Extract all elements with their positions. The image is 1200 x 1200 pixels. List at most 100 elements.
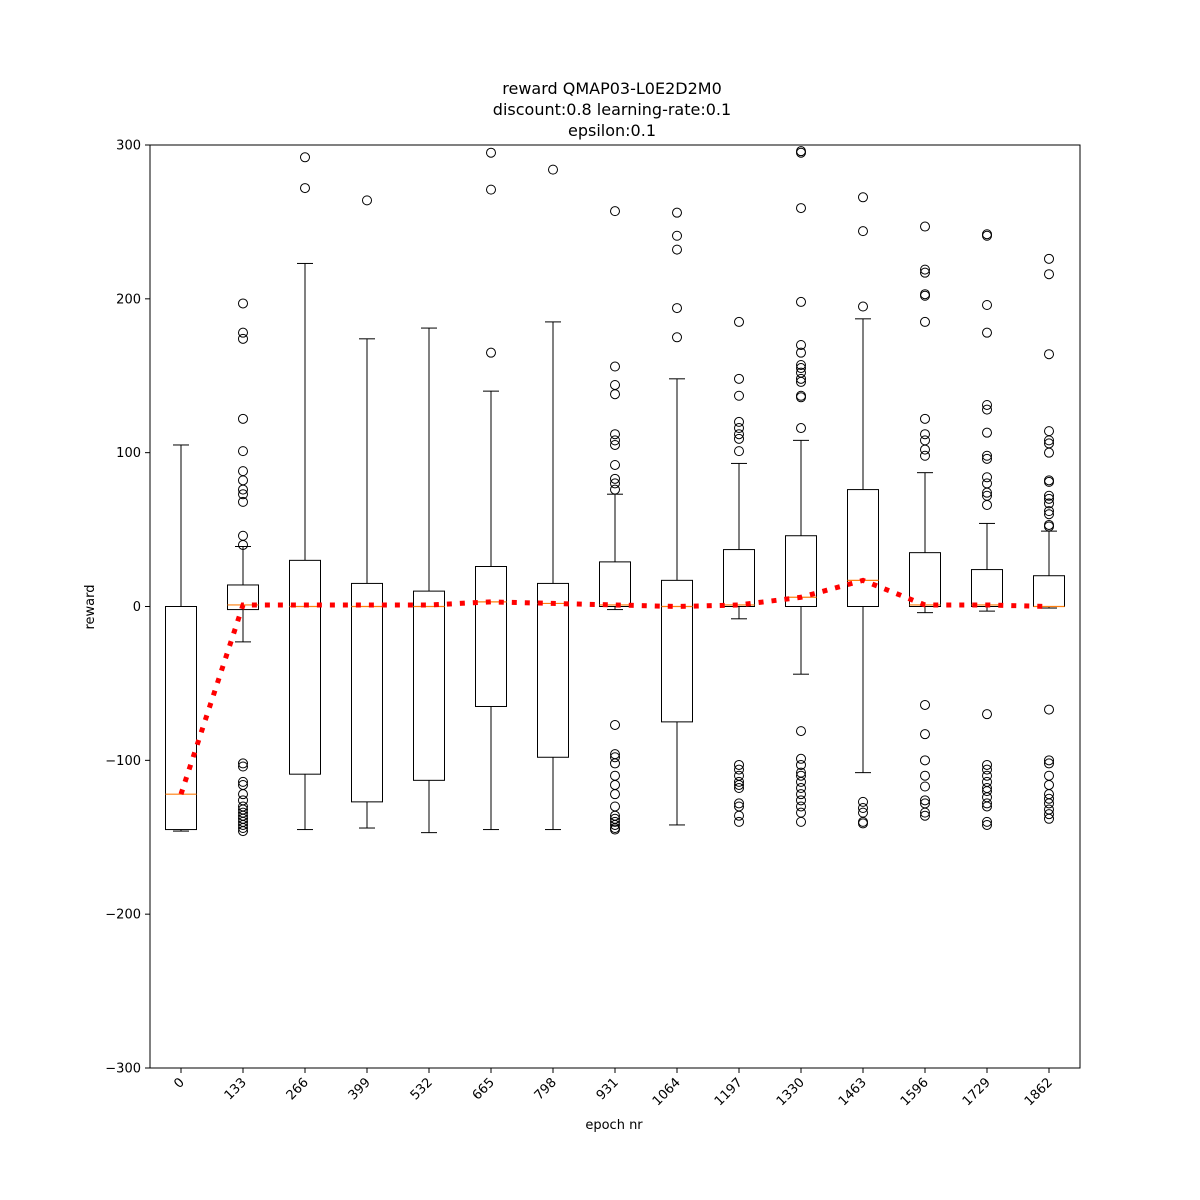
outlier-point (796, 347, 806, 358)
box-iqr (661, 579, 693, 723)
box-1596 (909, 221, 941, 821)
outlier-point (982, 230, 992, 241)
outlier-point (238, 475, 248, 486)
outlier-point (982, 798, 992, 809)
outlier-point (610, 389, 620, 400)
outlier-point (238, 758, 248, 769)
y-tick-label: 100 (116, 446, 141, 461)
outlier-point (610, 779, 620, 790)
chart-title-line-1: reward QMAP03-L0E2D2M0 (502, 79, 722, 98)
box-iqr (413, 590, 445, 781)
y-tick-label: 200 (116, 292, 141, 307)
outlier-point (982, 786, 992, 797)
x-tick-label: 0 (171, 1075, 187, 1091)
box-iqr (537, 582, 569, 758)
outlier-point (920, 316, 930, 327)
outlier-point (858, 226, 868, 237)
chart-title-line-2: discount:0.8 learning-rate:0.1 (493, 100, 731, 119)
outlier-point (610, 435, 620, 446)
outlier-point (238, 789, 248, 800)
outlier-point (920, 770, 930, 781)
outlier-point (734, 776, 744, 787)
outlier-point (610, 770, 620, 781)
outlier-point (238, 484, 248, 495)
outlier-point (796, 376, 806, 387)
outlier-point (1044, 809, 1054, 820)
outlier-point (1044, 476, 1054, 487)
outlier-point (1044, 509, 1054, 520)
box-266 (289, 152, 321, 831)
outlier-point (982, 801, 992, 812)
box-1862 (1033, 253, 1065, 824)
outlier-point (486, 347, 496, 358)
outlier-point (1044, 506, 1054, 517)
outlier-point (920, 807, 930, 818)
y-axis-label: reward (83, 584, 98, 629)
outlier-point (610, 361, 620, 372)
box-iqr (971, 569, 1003, 608)
x-tick-label: 1197 (712, 1075, 746, 1109)
box-iqr (165, 606, 197, 831)
outlier-point (610, 379, 620, 390)
outlier-point (610, 819, 620, 830)
outlier-point (362, 195, 372, 206)
x-tick-label: 1596 (898, 1075, 932, 1109)
y-tick-label: −300 (105, 1062, 141, 1077)
outlier-point (982, 764, 992, 775)
outlier-point (796, 423, 806, 434)
outlier-point (920, 267, 930, 278)
x-tick-label: 1862 (1022, 1075, 1056, 1109)
outlier-point (796, 726, 806, 737)
outlier-point (672, 230, 682, 241)
x-tick-label: 133 (222, 1075, 250, 1103)
outlier-point (1044, 447, 1054, 458)
outlier-point (982, 770, 992, 781)
boxes-layer (165, 146, 1065, 837)
box-iqr (723, 549, 755, 607)
box-1064 (661, 207, 693, 826)
outlier-point (734, 390, 744, 401)
outlier-point (238, 489, 248, 500)
outlier-point (1044, 521, 1054, 532)
outlier-point (610, 801, 620, 812)
x-tick-label: 1330 (774, 1075, 808, 1109)
outlier-point (796, 339, 806, 350)
outlier-point (796, 776, 806, 787)
y-tick-label: 300 (116, 139, 141, 154)
outlier-point (610, 789, 620, 800)
outlier-point (238, 298, 248, 309)
outlier-point (238, 446, 248, 457)
outlier-point (920, 429, 930, 440)
outlier-point (982, 299, 992, 310)
y-tick-label: −200 (105, 908, 141, 923)
box-iqr (289, 559, 321, 775)
x-tick-label: 1463 (836, 1075, 870, 1109)
outlier-point (734, 433, 744, 444)
box-1330 (785, 146, 817, 827)
outlier-point (610, 459, 620, 470)
outlier-point (982, 399, 992, 410)
outlier-point (1044, 704, 1054, 715)
outlier-point (1044, 490, 1054, 501)
outlier-point (1044, 758, 1054, 769)
outlier-point (982, 816, 992, 827)
outlier-point (672, 207, 682, 218)
box-399 (351, 195, 383, 829)
outlier-point (734, 810, 744, 821)
outlier-point (796, 795, 806, 806)
outlier-point (1044, 493, 1054, 504)
box-iqr (1033, 575, 1065, 608)
outlier-point (238, 333, 248, 344)
outlier-point (796, 203, 806, 214)
outlier-point (610, 758, 620, 769)
outlier-point (734, 423, 744, 434)
outlier-point (920, 755, 930, 766)
outlier-point (858, 803, 868, 814)
outlier-point (982, 709, 992, 720)
outlier-point (920, 264, 930, 275)
outlier-point (982, 487, 992, 498)
outlier-point (238, 761, 248, 772)
outlier-point (734, 416, 744, 427)
outlier-point (920, 729, 930, 740)
